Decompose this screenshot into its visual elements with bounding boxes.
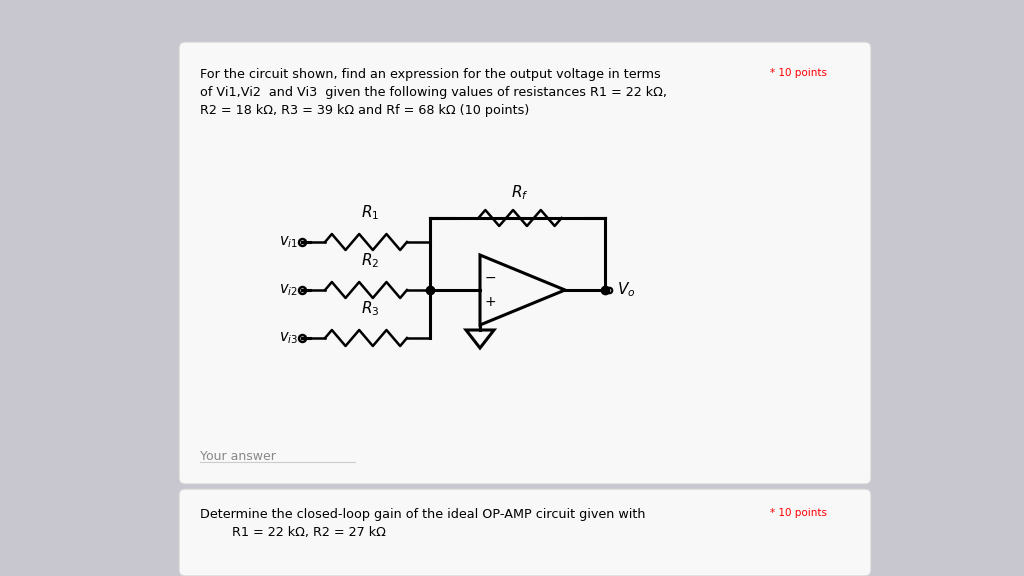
Text: $R_1$: $R_1$ [360,203,379,222]
Text: Your answer: Your answer [200,450,275,463]
Text: $v_{i3}$: $v_{i3}$ [279,330,298,346]
FancyBboxPatch shape [179,42,871,484]
Text: +: + [484,295,496,309]
Text: Determine the closed-loop gain of the ideal OP-AMP circuit given with: Determine the closed-loop gain of the id… [200,508,645,521]
Text: $R_3$: $R_3$ [360,300,379,318]
Text: −: − [484,271,496,285]
Text: For the circuit shown, find an expression for the output voltage in terms: For the circuit shown, find an expressio… [200,68,660,81]
Text: $R_2$: $R_2$ [360,251,379,270]
Text: $v_{i2}$: $v_{i2}$ [280,282,298,298]
FancyBboxPatch shape [179,489,871,576]
Text: $V_o$: $V_o$ [617,281,636,300]
Text: * 10 points: * 10 points [770,508,827,518]
Text: $R_f$: $R_f$ [511,183,528,202]
Text: R2 = 18 kΩ, R3 = 39 kΩ and Rf = 68 kΩ (10 points): R2 = 18 kΩ, R3 = 39 kΩ and Rf = 68 kΩ (1… [200,104,529,117]
Text: of Vi1,Vi2  and Vi3  given the following values of resistances R1 = 22 kΩ,: of Vi1,Vi2 and Vi3 given the following v… [200,86,667,99]
Text: $v_{i1}$: $v_{i1}$ [279,234,298,250]
Text: * 10 points: * 10 points [770,68,827,78]
Text: R1 = 22 kΩ, R2 = 27 kΩ: R1 = 22 kΩ, R2 = 27 kΩ [200,526,386,539]
